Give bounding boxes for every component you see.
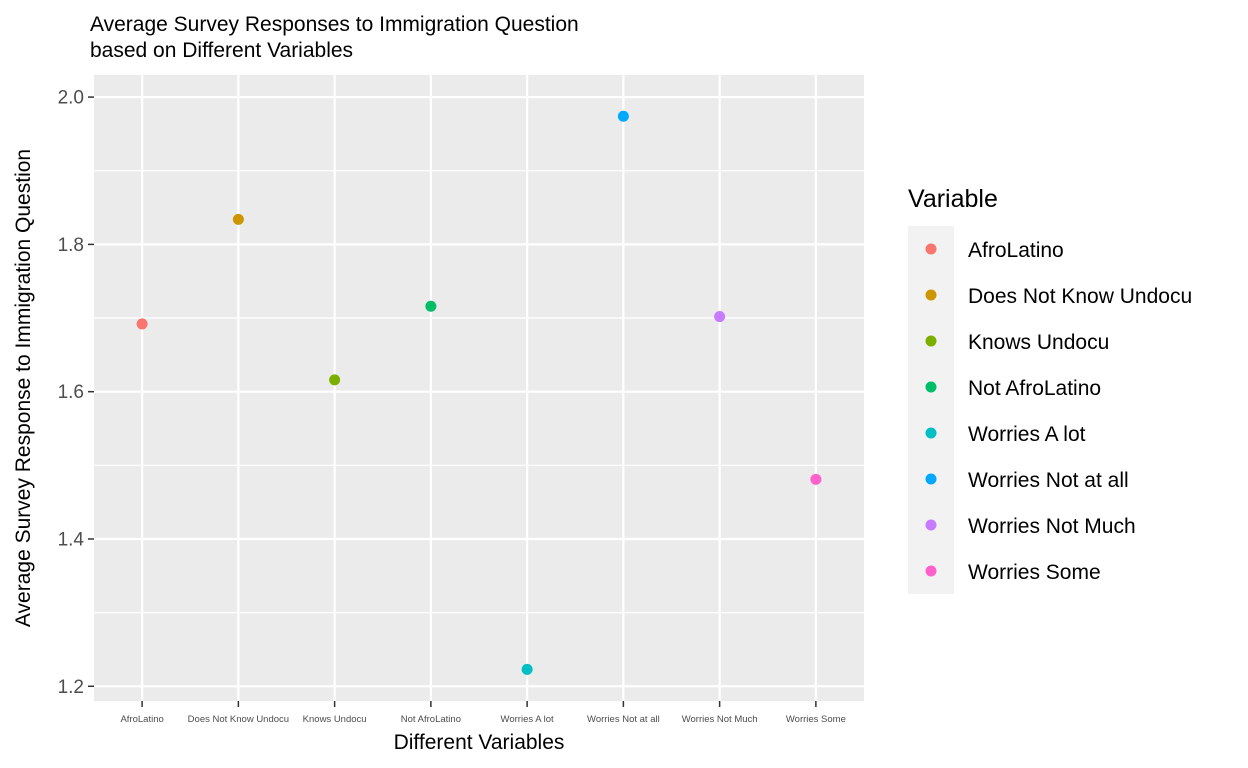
y-tick-label: 1.2 <box>58 677 84 698</box>
x-tick-label: Worries Not Much <box>682 714 758 725</box>
chart-subtitle: based on Different Variables <box>90 39 353 62</box>
legend-label: Worries Not at all <box>968 469 1129 492</box>
legend-key <box>925 289 937 301</box>
x-axis-ticks: AfroLatino Does Not Know Undocu Knows Undo… <box>120 701 846 725</box>
grid-minor <box>94 170 864 614</box>
legend-key <box>925 427 937 439</box>
legend-label: AfroLatino <box>968 239 1064 262</box>
y-axis-title: Average Survey Response to Immigration Q… <box>12 149 35 627</box>
legend-label: Knows Undocu <box>968 331 1109 354</box>
legend-key <box>925 243 937 255</box>
legend-key-background <box>908 226 954 594</box>
legend-label: Worries Some <box>968 561 1101 584</box>
data-point <box>329 374 341 386</box>
y-tick-label: 1.4 <box>58 529 85 550</box>
data-point <box>714 311 726 323</box>
legend-label: Worries A lot <box>968 423 1086 446</box>
data-point <box>136 318 148 330</box>
legend-key <box>925 381 937 393</box>
x-axis-title: Different Variables <box>394 731 565 754</box>
chart-title: Average Survey Responses to Immigration … <box>90 13 579 36</box>
legend-key <box>925 519 937 531</box>
y-tick-label: 1.6 <box>58 382 84 403</box>
legend-label: Worries Not Much <box>968 515 1136 538</box>
plot-panel <box>94 75 864 701</box>
y-axis-ticks: 1.2 1.4 1.6 1.8 2.0 <box>58 88 94 698</box>
legend-title: Variable <box>908 185 998 213</box>
grid-major <box>94 75 864 701</box>
x-tick-label: Knows Undocu <box>303 714 367 725</box>
x-tick-label: Worries A lot <box>501 714 555 725</box>
legend-key <box>925 473 937 485</box>
x-tick-label: Does Not Know Undocu <box>188 714 289 725</box>
y-tick-label: 2.0 <box>58 88 84 109</box>
data-point <box>425 300 437 312</box>
y-tick-label: 1.8 <box>58 235 84 256</box>
x-tick-label: Worries Some <box>786 714 846 725</box>
legend-label: Does Not Know Undocu <box>968 285 1192 308</box>
data-point <box>521 663 533 675</box>
x-tick-label: AfroLatino <box>120 714 163 725</box>
legend-key <box>925 335 937 347</box>
x-tick-label: Worries Not at all <box>587 714 660 725</box>
legend: AfroLatino Does Not Know Undocu Knows Undo… <box>925 239 1192 584</box>
data-points <box>136 110 822 675</box>
data-point <box>232 213 244 225</box>
data-point <box>810 473 822 485</box>
data-point <box>617 110 629 122</box>
x-tick-label: Not AfroLatino <box>401 714 461 725</box>
legend-label: Not AfroLatino <box>968 377 1101 400</box>
legend-key <box>925 565 937 577</box>
